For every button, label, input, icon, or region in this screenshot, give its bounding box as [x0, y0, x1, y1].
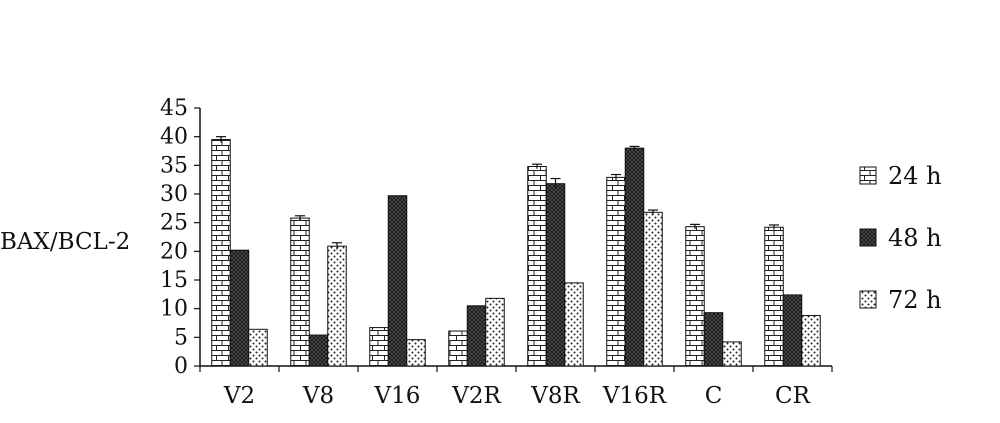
bar-72h-cr [801, 315, 821, 367]
bar-48h-v16r [624, 147, 645, 367]
legend: 24 h 48 h 72 h [859, 162, 942, 314]
bar-24h-v8r [527, 165, 547, 367]
y-tick-label: 25 [160, 211, 188, 236]
x-tick-label: C [705, 383, 723, 409]
bar-72h-v16r [643, 211, 663, 367]
bars [211, 136, 821, 367]
bar-48h-v2 [229, 249, 250, 367]
bar-24h-v8 [290, 217, 310, 367]
y-tick-label: 30 [160, 182, 188, 207]
x-tick-label: V8 [302, 383, 334, 409]
bar-72h-v2 [248, 328, 268, 367]
y-tick-label: 45 [160, 96, 188, 121]
x-tick-label: V2 [223, 383, 255, 409]
x-tick-label: V16 [374, 383, 421, 409]
bar-48h-v8r [545, 183, 566, 367]
bar-72h-v8 [327, 245, 347, 367]
bar-48h-cr [782, 294, 803, 367]
legend-label: 48 h [888, 224, 942, 252]
x-tick-label: V8R [530, 383, 580, 409]
bar-48h-c [703, 312, 724, 367]
legend-swatch [859, 290, 877, 309]
bar-72h-v2r [485, 297, 505, 367]
y-tick-label: 0 [174, 354, 188, 379]
bar-24h-v2 [211, 139, 231, 367]
bar-72h-c [722, 341, 742, 367]
bar-48h-v16 [387, 195, 408, 367]
x-tick-label: CR [775, 383, 811, 409]
bar-72h-v16 [406, 339, 426, 367]
bar-48h-v2r [466, 305, 487, 367]
x-tick-label: V16R [602, 383, 667, 409]
legend-swatch [859, 166, 877, 185]
y-tick-label: 40 [160, 125, 188, 150]
bar-24h-v16 [369, 327, 389, 367]
bar-48h-v8 [308, 334, 329, 367]
x-tick-label: V2R [451, 383, 501, 409]
y-tick-label: 5 [174, 325, 188, 350]
y-axis-label: BAX/BCL-2 [0, 229, 130, 255]
bar-72h-v8r [564, 282, 584, 367]
axes: 0 5 10 15 20 25 30 35 40 45 [160, 96, 833, 379]
legend-label: 24 h [888, 162, 942, 190]
y-tick-label: 35 [160, 153, 188, 178]
bar-24h-c [685, 226, 705, 367]
category-labels: V2 V8 V16 V2R V8R V16R C CR [223, 383, 811, 409]
bar-24h-v2r [448, 330, 468, 367]
bar-24h-cr [764, 226, 784, 367]
legend-swatch [859, 228, 877, 247]
legend-label: 72 h [888, 286, 942, 314]
y-tick-label: 20 [160, 239, 188, 264]
bar-24h-v16r [606, 176, 626, 367]
y-tick-label: 10 [160, 297, 188, 322]
y-tick-label: 15 [160, 268, 188, 293]
